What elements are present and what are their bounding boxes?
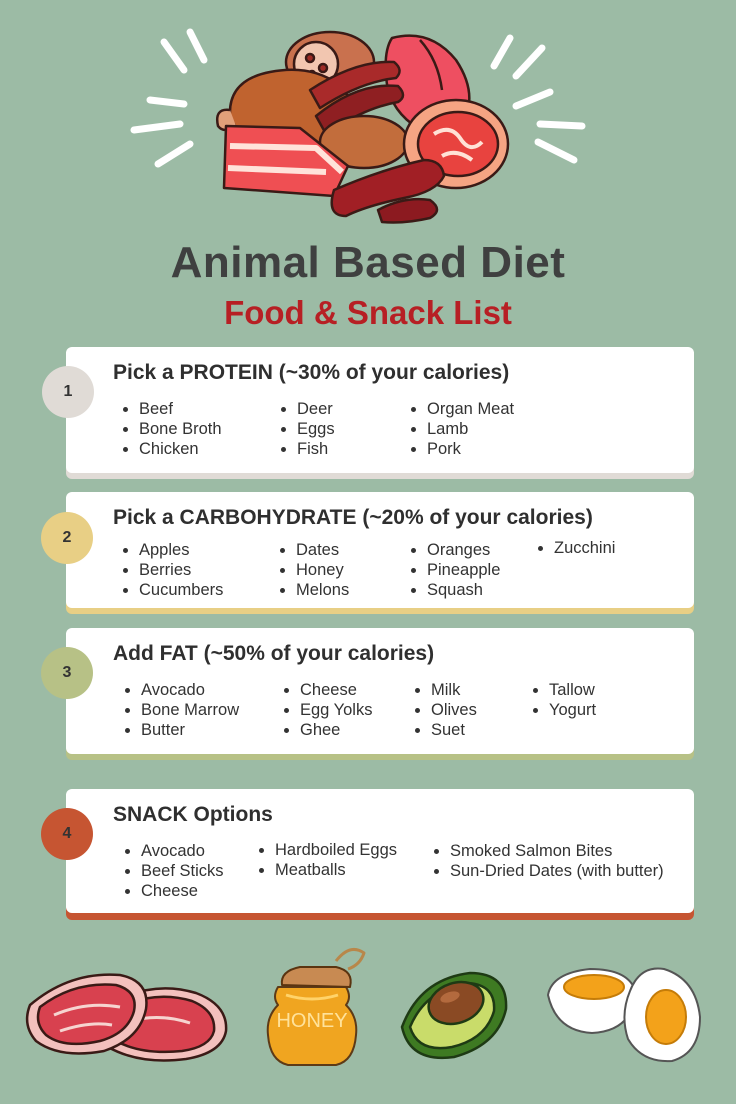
carbohydrate-column: Oranges Pineapple Squash	[409, 540, 500, 600]
list-item: Hardboiled Eggs	[257, 840, 397, 860]
list-item: Beef Sticks	[123, 861, 224, 881]
fat-column: Tallow Yogurt	[531, 680, 596, 720]
list-item: Berries	[121, 560, 223, 580]
avocado-icon	[400, 971, 508, 1060]
list-item: Zucchini	[536, 538, 615, 558]
list-item: Avocado	[123, 680, 239, 700]
protein-column: Organ Meat Lamb Pork	[409, 399, 514, 459]
list-item: Oranges	[409, 540, 500, 560]
page-title: Animal Based Diet	[170, 238, 566, 287]
steak-icon	[25, 973, 228, 1062]
protein-column: Beef Bone Broth Chicken	[121, 399, 222, 459]
snack-card: SNACK Options Avocado Beef Sticks Cheese…	[66, 789, 694, 913]
list-item: Milk	[413, 680, 477, 700]
list-item: Sun-Dried Dates (with butter)	[432, 861, 664, 881]
honey-label: HONEY	[276, 1010, 347, 1032]
list-item: Tallow	[531, 680, 596, 700]
list-item: Apples	[121, 540, 223, 560]
list-item: Suet	[413, 720, 477, 740]
list-item: Honey	[278, 560, 349, 580]
honey-jar-icon: HONEY	[266, 947, 366, 1066]
step-badge-3: 3	[41, 647, 93, 699]
snack-title: SNACK Options	[113, 803, 273, 826]
list-item: Beef	[121, 399, 222, 419]
food-illustrations: HONEY	[25, 947, 702, 1066]
list-item: Dates	[278, 540, 349, 560]
snack-column: Avocado Beef Sticks Cheese	[123, 841, 224, 901]
carbohydrate-card: Pick a CARBOHYDRATE (~20% of your calori…	[66, 492, 694, 608]
meat-assortment-icon	[130, 28, 586, 224]
fat-title: Add FAT (~50% of your calories)	[113, 642, 435, 665]
protein-title: Pick a PROTEIN (~30% of your calories)	[113, 361, 510, 384]
list-item: Pineapple	[409, 560, 500, 580]
step-badge-4: 4	[41, 808, 93, 860]
list-item: Lamb	[409, 419, 514, 439]
carbohydrate-column: Apples Berries Cucumbers	[121, 540, 223, 600]
list-item: Cheese	[282, 680, 372, 700]
page-subtitle: Food & Snack List	[224, 294, 512, 331]
carbohydrate-column: Dates Honey Melons	[278, 540, 349, 600]
list-item: Cucumbers	[121, 580, 223, 600]
list-item: Fish	[279, 439, 335, 459]
protein-card: Pick a PROTEIN (~30% of your calories) B…	[66, 347, 694, 473]
list-item: Squash	[409, 580, 500, 600]
fat-column: Avocado Bone Marrow Butter	[123, 680, 239, 740]
list-item: Avocado	[123, 841, 224, 861]
carbohydrate-column: Zucchini	[536, 538, 615, 558]
list-item: Meatballs	[257, 860, 397, 880]
boiled-egg-icon	[546, 967, 702, 1063]
list-item: Olives	[413, 700, 477, 720]
fat-card: Add FAT (~50% of your calories) Avocado …	[66, 628, 694, 754]
list-item: Egg Yolks	[282, 700, 372, 720]
list-item: Cheese	[123, 881, 224, 901]
fat-column: Cheese Egg Yolks Ghee	[282, 680, 372, 740]
list-item: Bone Marrow	[123, 700, 239, 720]
list-item: Melons	[278, 580, 349, 600]
carbohydrate-title: Pick a CARBOHYDRATE (~20% of your calori…	[113, 506, 593, 529]
list-item: Pork	[409, 439, 514, 459]
list-item: Smoked Salmon Bites	[432, 841, 664, 861]
protein-column: Deer Eggs Fish	[279, 399, 335, 459]
snack-column: Smoked Salmon Bites Sun-Dried Dates (wit…	[432, 841, 664, 881]
step-badge-2: 2	[41, 512, 93, 564]
fat-column: Milk Olives Suet	[413, 680, 477, 740]
list-item: Bone Broth	[121, 419, 222, 439]
snack-column: Hardboiled Eggs Meatballs	[257, 840, 397, 880]
list-item: Chicken	[121, 439, 222, 459]
list-item: Ghee	[282, 720, 372, 740]
list-item: Yogurt	[531, 700, 596, 720]
step-badge-1: 1	[42, 366, 94, 418]
list-item: Organ Meat	[409, 399, 514, 419]
list-item: Butter	[123, 720, 239, 740]
list-item: Deer	[279, 399, 335, 419]
list-item: Eggs	[279, 419, 335, 439]
